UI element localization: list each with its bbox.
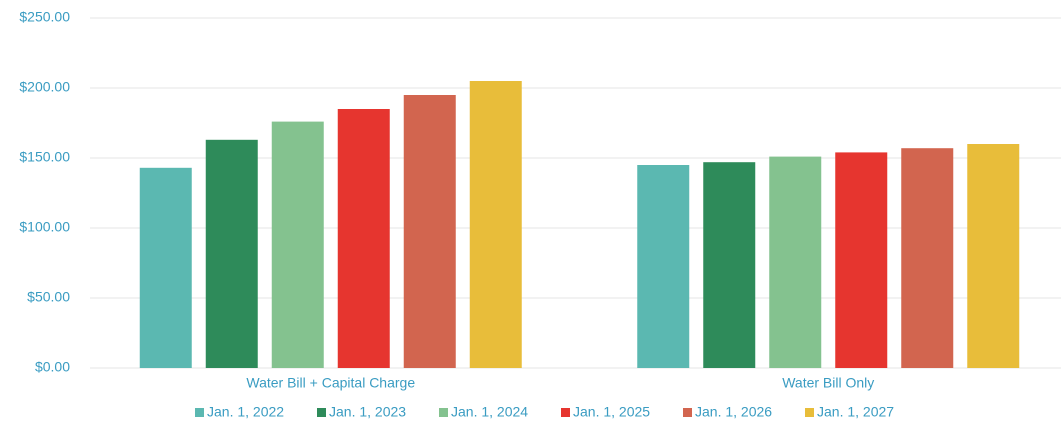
legend-label: Jan. 1, 2024	[451, 404, 528, 420]
legend-label: Jan. 1, 2027	[817, 404, 894, 420]
legend-swatch	[439, 408, 448, 417]
bar	[139, 167, 192, 368]
legend-swatch	[317, 408, 326, 417]
legend-swatch	[683, 408, 692, 417]
y-tick-label: $200.00	[19, 79, 70, 95]
bar	[469, 81, 522, 368]
bar	[271, 121, 324, 368]
bar	[205, 139, 258, 368]
bar	[637, 165, 690, 368]
x-tick-label: Water Bill + Capital Charge	[246, 375, 415, 391]
legend-swatch	[195, 408, 204, 417]
legend-label: Jan. 1, 2023	[329, 404, 406, 420]
bar	[769, 156, 822, 368]
bar	[901, 148, 954, 368]
bar	[835, 152, 888, 368]
legend-label: Jan. 1, 2026	[695, 404, 772, 420]
bar	[337, 109, 390, 368]
legend-label: Jan. 1, 2025	[573, 404, 650, 420]
bar	[403, 95, 456, 368]
legend-label: Jan. 1, 2022	[207, 404, 284, 420]
y-tick-label: $100.00	[19, 219, 70, 235]
legend-swatch	[805, 408, 814, 417]
bar	[703, 162, 756, 368]
y-tick-label: $150.00	[19, 149, 70, 165]
legend-swatch	[561, 408, 570, 417]
x-tick-label: Water Bill Only	[782, 375, 874, 391]
y-tick-label: $0.00	[35, 359, 70, 375]
y-tick-label: $50.00	[27, 289, 70, 305]
bar	[967, 144, 1020, 368]
y-tick-label: $250.00	[19, 9, 70, 25]
